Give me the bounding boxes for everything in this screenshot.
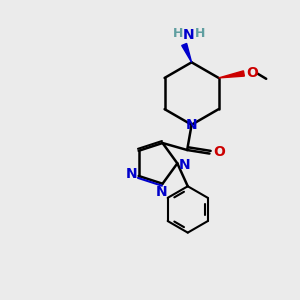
Text: H: H bbox=[173, 27, 183, 40]
Text: N: N bbox=[179, 158, 190, 172]
Text: N: N bbox=[156, 185, 168, 199]
Polygon shape bbox=[182, 44, 192, 62]
Text: N: N bbox=[125, 167, 137, 182]
Text: N: N bbox=[183, 28, 194, 42]
Polygon shape bbox=[219, 71, 244, 78]
Text: O: O bbox=[246, 66, 258, 80]
Text: H: H bbox=[194, 27, 205, 40]
Text: N: N bbox=[186, 118, 197, 132]
Text: O: O bbox=[213, 146, 225, 159]
